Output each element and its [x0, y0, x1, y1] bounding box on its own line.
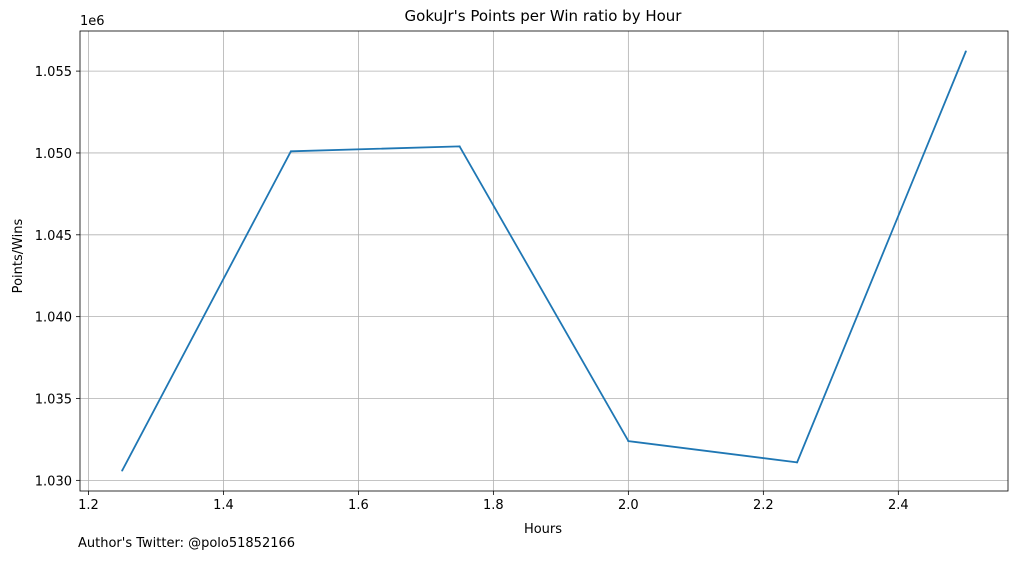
- data-point: [289, 150, 292, 153]
- y-tick-label: 1.055: [35, 65, 72, 80]
- x-tick-label: 2.4: [888, 498, 909, 513]
- series-line: [121, 51, 967, 471]
- data-point: [458, 145, 461, 148]
- y-tick-label: 1.035: [35, 393, 72, 408]
- y-offset-label: 1e6: [80, 14, 105, 29]
- y-tick-label: 1.040: [35, 311, 72, 326]
- x-tick-label: 2.0: [618, 498, 639, 513]
- y-axis-title: Points/Wins: [11, 218, 26, 293]
- plot-frame: [79, 30, 1009, 492]
- y-tick-label: 1.050: [35, 147, 72, 162]
- axis-ticks: 1.2 1.4 1.6 1.8 2.0 2.2 2.4 1.030 1.035 1.040 1.04…: [35, 65, 909, 513]
- x-tick-label: 1.8: [483, 498, 504, 513]
- series-layer: [121, 50, 967, 472]
- x-tick-label: 2.2: [753, 498, 774, 513]
- data-point: [121, 469, 124, 472]
- data-point: [964, 50, 967, 53]
- y-tick-label: 1.030: [35, 474, 72, 489]
- x-tick-label: 1.2: [78, 498, 99, 513]
- y-tick-label: 1.045: [35, 229, 72, 244]
- author-twitter-note: Author's Twitter: @polo51852166: [78, 536, 296, 551]
- data-point: [796, 461, 799, 464]
- x-axis-title: Hours: [524, 522, 562, 537]
- data-point: [627, 440, 630, 443]
- chart-title: GokuJr's Points per Win ratio by Hour: [405, 7, 683, 25]
- x-tick-label: 1.4: [213, 498, 234, 513]
- grid-lines: [80, 31, 1008, 491]
- x-tick-label: 1.6: [348, 498, 369, 513]
